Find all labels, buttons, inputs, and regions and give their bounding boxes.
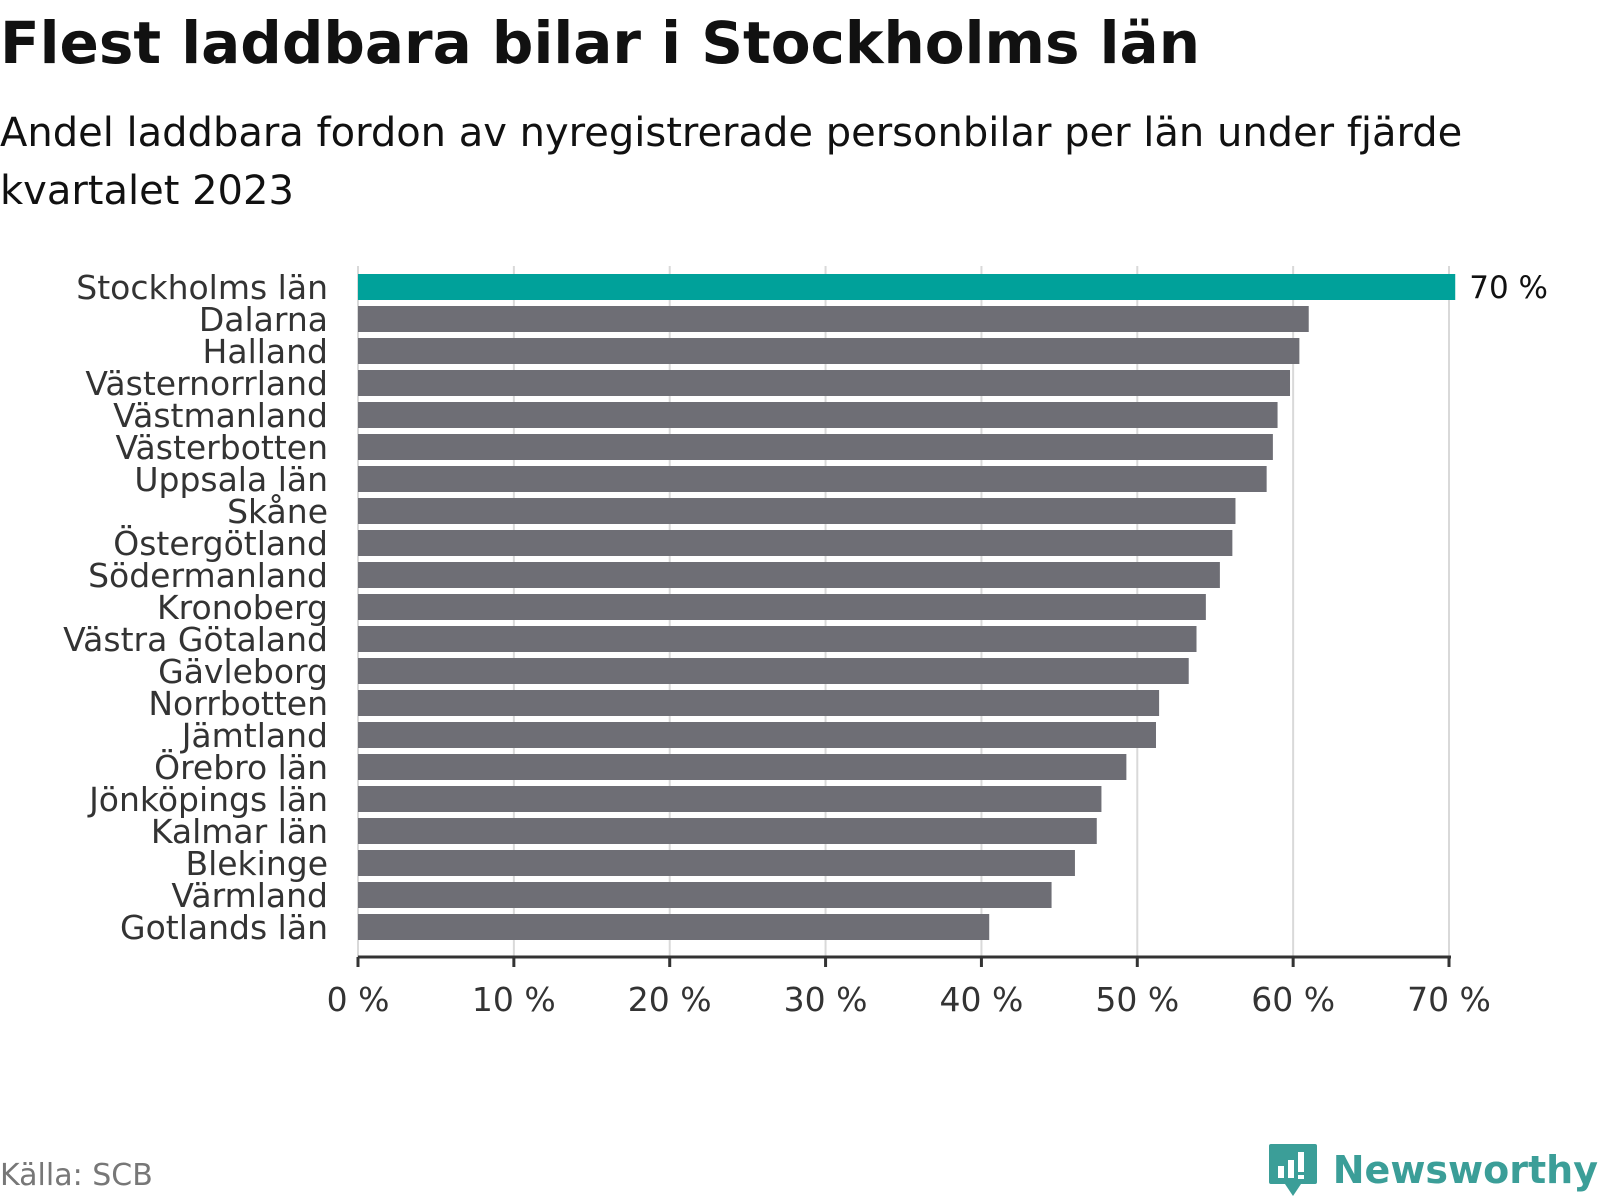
bar [358, 914, 990, 940]
bar [358, 786, 1102, 812]
category-label: Gotlands län [120, 908, 328, 947]
x-axis: 0 % 10 % 20 % 30 % 40 % 50 % 60 % 70 % [327, 955, 1491, 1019]
category-label: Dalarna [199, 300, 328, 339]
bar [358, 338, 1300, 364]
category-label: Västra Götaland [63, 620, 328, 659]
bar [358, 658, 1189, 684]
value-label: 70 % [1469, 270, 1548, 306]
category-label: Jämtland [180, 716, 328, 755]
bar [358, 306, 1309, 332]
category-label: Norrbotten [148, 684, 328, 723]
category-label: Uppsala län [134, 460, 328, 499]
category-label: Örebro län [154, 747, 328, 787]
category-label: Blekinge [185, 844, 328, 883]
x-tick-label: 0 % [327, 980, 390, 1019]
category-label: Västmanland [113, 396, 328, 435]
x-tick-label: 30 % [784, 980, 868, 1019]
category-label: Kalmar län [151, 812, 328, 851]
chart-subtitle: Andel laddbara fordon av nyregistrerade … [0, 110, 1463, 214]
category-label: Halland [203, 332, 328, 371]
x-tick-label: 70 % [1407, 980, 1491, 1019]
brand-logo: Newsworthy [1267, 1140, 1598, 1200]
bars: Stockholms län 70 % DalarnaHallandVästerno… [63, 268, 1548, 947]
category-label: Kronoberg [157, 588, 328, 627]
brand-name: Newsworthy [1332, 1148, 1598, 1192]
bar [358, 370, 1291, 396]
bar [358, 274, 1456, 300]
bar [358, 402, 1278, 428]
category-label: Östergötland [113, 523, 328, 563]
bar [358, 882, 1052, 908]
bar [358, 530, 1233, 556]
bar [358, 562, 1220, 588]
chart-title: Flest laddbara bilar i Stockholms län [0, 9, 1200, 77]
category-label: Gävleborg [158, 652, 328, 691]
bar [358, 498, 1236, 524]
bar [358, 754, 1127, 780]
category-label: Västerbotten [116, 428, 328, 467]
x-tick-label: 20 % [628, 980, 712, 1019]
bar [358, 626, 1197, 652]
category-label: Västernorrland [85, 364, 328, 403]
x-tick-label: 50 % [1095, 980, 1179, 1019]
source-note: Källa: SCB [0, 1158, 153, 1193]
category-label: Värmland [171, 876, 328, 915]
category-label: Jönköpings län [87, 780, 328, 819]
category-label: Skåne [227, 492, 328, 531]
bar [358, 722, 1156, 748]
bar [358, 594, 1206, 620]
bar [358, 690, 1160, 716]
bar [358, 434, 1273, 460]
bar [358, 466, 1267, 492]
x-tick-label: 60 % [1251, 980, 1335, 1019]
newsworthy-logo-icon [1268, 1144, 1317, 1196]
bar [358, 850, 1075, 876]
category-label: Södermanland [88, 556, 328, 595]
category-label: Stockholms län [76, 268, 328, 307]
x-tick-label: 40 % [940, 980, 1024, 1019]
x-tick-label: 10 % [472, 980, 556, 1019]
bar [358, 818, 1097, 844]
